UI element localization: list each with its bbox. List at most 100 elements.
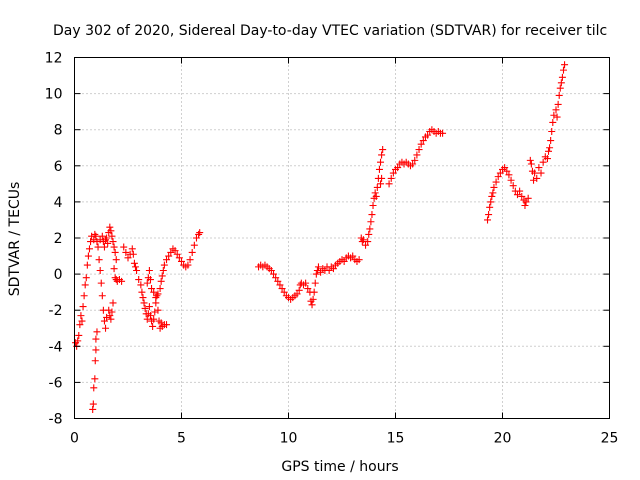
data-point [149,322,157,330]
data-point [82,274,90,282]
data-point [83,261,91,269]
data-point [295,286,303,294]
y-tick-label: 12 [45,51,63,67]
data-point [158,272,166,280]
data-point [107,315,115,323]
data-point [143,279,151,287]
data-point [415,146,423,154]
data-point [547,137,555,145]
data-point [485,211,493,219]
y-tick-label: -6 [49,375,63,391]
data-point [509,182,517,190]
data-point [154,290,162,298]
data-point [521,202,529,210]
data-point [496,169,504,177]
data-point [92,335,100,343]
data-point [112,256,120,264]
data-point [409,160,417,168]
data-point [184,261,192,269]
data-point [302,279,310,287]
data-point [312,270,320,278]
data-point [178,257,185,265]
data-point [173,250,181,258]
data-point [364,238,372,246]
data-point [556,84,564,92]
data-point [368,211,376,219]
data-point [98,292,106,300]
data-series [72,61,569,413]
data-point [90,384,98,392]
data-point [106,223,114,231]
data-point [559,66,567,74]
y-tick-label: 10 [45,87,63,103]
data-point [507,176,515,184]
data-point [92,346,100,354]
data-point [543,155,551,163]
y-tick-label: -4 [49,339,63,355]
data-point [394,164,402,172]
data-point [81,281,89,289]
data-point [154,306,162,314]
data-point [313,266,321,274]
data-point [293,290,301,298]
data-point [537,169,545,177]
data-point [157,277,165,285]
data-point [78,317,86,325]
data-point [549,118,557,126]
data-point [417,140,425,148]
y-tick-label: 8 [54,123,63,139]
data-point [280,288,288,296]
data-point [135,276,143,284]
data-point [501,164,509,172]
data-point [107,227,115,235]
data-point [97,279,105,287]
data-point [554,100,562,108]
y-tick-label: 2 [54,231,63,247]
data-point [419,137,427,145]
data-point [310,288,318,296]
data-point [533,174,541,182]
data-point [76,321,84,329]
data-point [150,315,158,323]
data-point [93,328,101,336]
data-point [535,164,543,172]
data-point [369,202,377,210]
x-tick-label: 5 [177,431,186,447]
data-point [77,312,85,320]
data-point [272,274,280,282]
data-point [522,198,530,206]
data-point [494,173,502,181]
data-point [362,241,370,249]
data-point [159,266,167,274]
data-point [526,156,534,164]
data-point [539,158,547,166]
data-point [80,292,88,300]
y-tick-label: 6 [54,159,63,175]
x-axis-title: GPS time / hours [281,459,398,475]
data-point [531,169,539,177]
data-point [340,257,348,265]
data-point [171,247,179,255]
axis-ticks [74,57,610,419]
x-tick-label: 20 [494,431,512,447]
data-point [109,299,117,307]
data-point [378,174,386,182]
data-point [118,277,126,285]
data-point [146,312,154,320]
data-point [375,165,383,173]
data-point [267,266,275,274]
data-point [561,61,569,69]
data-point [100,243,108,251]
data-point [95,256,103,264]
data-point [91,375,99,383]
data-point [190,241,198,249]
data-point [124,254,132,262]
data-point [145,303,153,311]
data-point [167,248,175,256]
data-point [79,303,87,311]
data-point [108,308,116,316]
data-point [555,91,563,99]
data-point [131,263,139,271]
x-tick-label: 10 [280,431,298,447]
data-point [524,194,532,202]
